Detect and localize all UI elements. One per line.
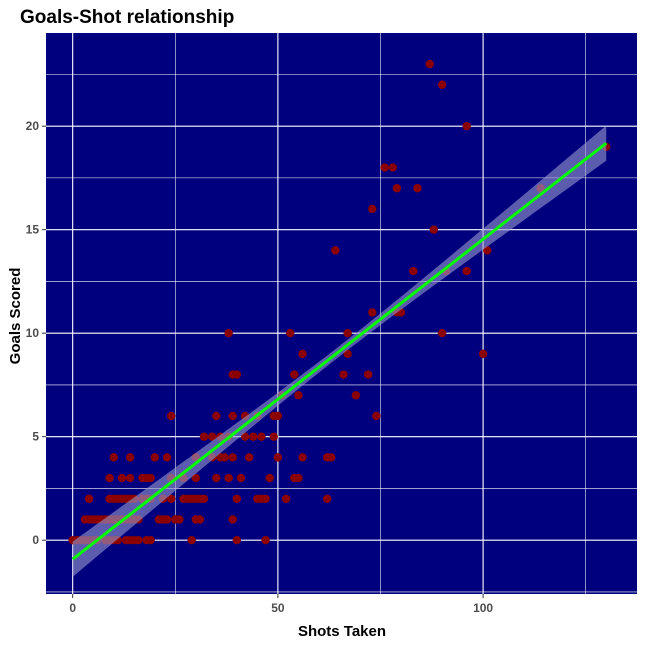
major-grid xyxy=(46,33,637,594)
data-point xyxy=(298,453,307,462)
data-point xyxy=(343,349,352,359)
y-tick-label: 20 xyxy=(26,119,40,133)
data-point xyxy=(322,494,332,503)
y-tick-label: 0 xyxy=(32,533,39,547)
data-point xyxy=(125,453,135,462)
data-point xyxy=(257,432,266,441)
data-point xyxy=(429,225,439,234)
data-point xyxy=(265,473,274,483)
axis-ticks xyxy=(42,125,484,598)
data-point xyxy=(261,494,270,503)
data-point xyxy=(236,473,246,483)
data-point xyxy=(281,494,291,503)
data-point xyxy=(191,473,201,483)
data-point xyxy=(146,473,155,483)
x-axis-title: Shots Taken xyxy=(298,623,386,640)
data-point xyxy=(351,391,361,400)
data-point xyxy=(462,121,471,131)
data-point xyxy=(298,349,307,359)
data-point xyxy=(166,411,176,421)
data-point xyxy=(343,328,352,338)
data-point xyxy=(228,515,237,524)
data-point xyxy=(285,328,295,338)
data-point xyxy=(392,184,402,193)
data-point xyxy=(232,494,242,503)
data-point xyxy=(331,246,340,255)
data-point xyxy=(84,494,94,503)
data-point xyxy=(294,473,303,483)
data-point xyxy=(232,535,242,545)
y-tick-labels: 0 5 10 15 20 xyxy=(26,119,40,547)
data-point xyxy=(220,453,229,462)
data-point xyxy=(212,473,221,483)
data-point xyxy=(413,184,422,193)
data-point xyxy=(388,163,398,172)
data-point xyxy=(150,453,159,462)
data-point xyxy=(162,453,172,462)
data-point xyxy=(187,535,196,545)
data-point xyxy=(212,411,221,421)
data-point xyxy=(462,266,471,276)
regression-line xyxy=(71,141,608,561)
y-tick-label: 5 xyxy=(32,430,39,444)
data-point xyxy=(482,246,492,255)
data-point xyxy=(269,432,278,441)
data-point xyxy=(195,515,205,524)
data-point xyxy=(166,494,176,503)
x-tick-label: 50 xyxy=(271,601,285,615)
data-point xyxy=(199,494,209,503)
data-point xyxy=(105,473,114,483)
data-point xyxy=(372,411,381,421)
data-point xyxy=(232,370,242,379)
data-point xyxy=(125,473,135,483)
data-point xyxy=(224,328,233,338)
y-tick-label: 10 xyxy=(26,326,40,340)
data-point xyxy=(437,80,447,89)
data-point xyxy=(224,473,233,483)
data-point xyxy=(363,370,373,379)
y-axis-title: Goals Scored xyxy=(7,268,24,365)
y-tick-label: 15 xyxy=(26,223,40,237)
data-point xyxy=(146,535,155,545)
data-point xyxy=(290,370,299,379)
data-point xyxy=(339,370,348,379)
data-point xyxy=(425,59,434,69)
data-point xyxy=(208,432,217,441)
data-point xyxy=(273,453,283,462)
chart-title: Goals-Shot relationship xyxy=(20,7,234,28)
data-point xyxy=(109,453,118,462)
data-point xyxy=(117,473,127,483)
data-point xyxy=(249,432,258,441)
data-point xyxy=(327,453,336,462)
data-point xyxy=(244,453,254,462)
data-point xyxy=(199,432,209,441)
data-point xyxy=(380,163,389,172)
data-point xyxy=(175,515,184,524)
data-point xyxy=(437,328,447,338)
data-point xyxy=(368,308,377,317)
data-point xyxy=(478,349,488,359)
data-point xyxy=(162,515,172,524)
x-tick-label: 100 xyxy=(473,601,493,615)
data-point xyxy=(134,535,143,545)
x-tick-label: 0 xyxy=(69,601,76,615)
data-point xyxy=(294,391,303,400)
data-point xyxy=(368,204,377,214)
data-point xyxy=(409,266,418,276)
data-point xyxy=(261,535,270,545)
data-point xyxy=(273,411,283,421)
x-tick-labels: 0 50 100 xyxy=(69,601,493,615)
data-point xyxy=(228,453,237,462)
data-point xyxy=(240,432,250,441)
data-point xyxy=(228,411,237,421)
